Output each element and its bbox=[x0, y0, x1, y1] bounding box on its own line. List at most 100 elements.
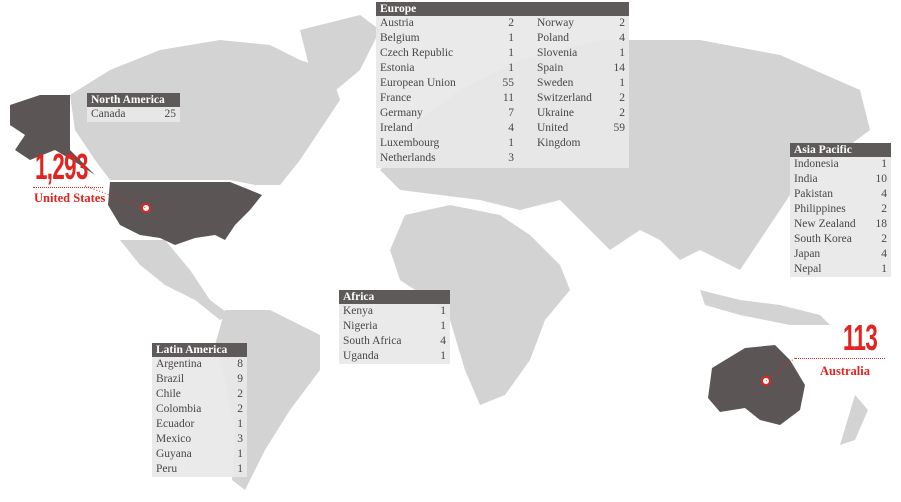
region-title: Latin America bbox=[152, 343, 247, 357]
country-name: Nepal bbox=[794, 263, 822, 275]
canada-shape bbox=[70, 40, 340, 185]
country-row: Japan 4 bbox=[790, 247, 891, 262]
europe-box: Europe Austria 2 Belgium 1 Czech Republic 1 Est… bbox=[376, 2, 629, 168]
country-name: Chile bbox=[156, 388, 181, 400]
country-name: European Union bbox=[380, 77, 456, 89]
australia-divider bbox=[795, 358, 885, 359]
country-row: Estonia 1 bbox=[376, 61, 518, 76]
country-row: Norway 2 bbox=[533, 16, 629, 31]
country-name: Uganda bbox=[343, 350, 379, 362]
new-zealand-shape bbox=[840, 395, 868, 445]
country-row: India 10 bbox=[790, 172, 891, 187]
country-row: South Africa 4 bbox=[339, 334, 450, 349]
country-count: 2 bbox=[881, 233, 887, 245]
country-name: Austria bbox=[380, 17, 414, 29]
australia-marker bbox=[761, 376, 771, 386]
country-count: 1 bbox=[508, 47, 514, 59]
country-name: Mexico bbox=[156, 433, 192, 445]
country-count: 1 bbox=[237, 448, 243, 460]
country-name: Spain bbox=[537, 62, 564, 74]
country-row: Ukraine 2 bbox=[533, 106, 629, 121]
africa-shape bbox=[390, 205, 570, 405]
country-count: 2 bbox=[508, 17, 514, 29]
us-marker bbox=[141, 203, 151, 213]
country-row: Czech Republic 1 bbox=[376, 46, 518, 61]
country-name: Czech Republic bbox=[380, 47, 454, 59]
country-name: Ireland bbox=[380, 122, 413, 134]
country-count: 4 bbox=[619, 32, 625, 44]
country-count: 2 bbox=[237, 388, 243, 400]
country-count: 1 bbox=[237, 463, 243, 475]
country-row: Nigeria 1 bbox=[339, 319, 450, 334]
country-name: Netherlands bbox=[380, 152, 436, 164]
country-count: 4 bbox=[508, 122, 514, 134]
europe-columns: Austria 2 Belgium 1 Czech Republic 1 Estonia 1 E… bbox=[376, 16, 629, 166]
country-name: Brazil bbox=[156, 373, 185, 385]
country-row: Poland 4 bbox=[533, 31, 629, 46]
country-count: 1 bbox=[881, 158, 887, 170]
country-count: 1 bbox=[508, 137, 514, 149]
country-row: Canada 25 bbox=[87, 107, 180, 122]
country-row: Germany 7 bbox=[376, 106, 518, 121]
country-count: 11 bbox=[502, 92, 514, 104]
country-name: Ecuador bbox=[156, 418, 195, 430]
country-name: Luxembourg bbox=[380, 137, 440, 149]
north-america-box: North America Canada 25 bbox=[87, 93, 180, 122]
us-label: United States bbox=[34, 191, 106, 205]
country-row: Luxembourg 1 bbox=[376, 136, 518, 151]
country-row: Netherlands 3 bbox=[376, 151, 518, 166]
country-name: New Zealand bbox=[794, 218, 856, 230]
country-row: Argentina 8 bbox=[152, 357, 247, 372]
country-name: Ukraine bbox=[537, 107, 575, 119]
indonesia-shape bbox=[700, 290, 830, 325]
country-count: 9 bbox=[237, 373, 243, 385]
country-name: South Korea bbox=[794, 233, 852, 245]
australia-count: 113 bbox=[843, 317, 878, 358]
country-name: Canada bbox=[91, 108, 126, 120]
country-row: Chile 2 bbox=[152, 387, 247, 402]
country-row: Brazil 9 bbox=[152, 372, 247, 387]
country-row: United Kingdom 59 bbox=[533, 121, 629, 151]
country-row: Ireland 4 bbox=[376, 121, 518, 136]
country-row: Belgium 1 bbox=[376, 31, 518, 46]
country-row: Colombia 2 bbox=[152, 402, 247, 417]
country-name: Germany bbox=[380, 107, 423, 119]
country-count: 14 bbox=[613, 62, 626, 74]
country-count: 1 bbox=[619, 47, 625, 59]
country-count: 10 bbox=[875, 173, 888, 185]
country-name: Estonia bbox=[380, 62, 415, 74]
country-name: Belgium bbox=[380, 32, 420, 44]
country-row: Spain 14 bbox=[533, 61, 629, 76]
country-name: Nigeria bbox=[343, 320, 378, 332]
asia-pacific-box: Asia Pacific Indonesia 1 India 10 Pakistan 4 Ph… bbox=[790, 143, 891, 277]
country-row: South Korea 2 bbox=[790, 232, 891, 247]
country-name: Poland bbox=[537, 32, 569, 44]
country-name: Pakistan bbox=[794, 188, 833, 200]
country-name: Argentina bbox=[156, 358, 202, 370]
country-count: 7 bbox=[508, 107, 514, 119]
country-name: France bbox=[380, 92, 412, 104]
country-row: Mexico 3 bbox=[152, 432, 247, 447]
country-name: Kenya bbox=[343, 305, 374, 317]
country-count: 4 bbox=[881, 188, 887, 200]
country-count: 3 bbox=[508, 152, 514, 164]
country-name: Sweden bbox=[537, 77, 574, 89]
country-count: 55 bbox=[502, 77, 515, 89]
country-count: 25 bbox=[164, 108, 177, 120]
country-name: India bbox=[794, 173, 818, 185]
country-row: Pakistan 4 bbox=[790, 187, 891, 202]
australia-label: Australia bbox=[820, 364, 870, 378]
africa-box: Africa Kenya 1 Nigeria 1 South Africa 4 Uganda 1 bbox=[339, 290, 450, 364]
united-states-shape bbox=[108, 182, 262, 245]
country-row: Philippines 2 bbox=[790, 202, 891, 217]
region-title: North America bbox=[87, 93, 180, 107]
country-row: France 11 bbox=[376, 91, 518, 106]
country-row: Ecuador 1 bbox=[152, 417, 247, 432]
us-count: 1,293 bbox=[35, 146, 88, 187]
country-count: 2 bbox=[619, 92, 625, 104]
europe-col-right: Norway 2 Poland 4 Slovenia 1 Spain 14 Sweden 1 Swi… bbox=[533, 16, 629, 166]
country-row: Slovenia 1 bbox=[533, 46, 629, 61]
country-name: Philippines bbox=[794, 203, 846, 215]
country-name: Colombia bbox=[156, 403, 202, 415]
australia-shape bbox=[708, 345, 805, 425]
